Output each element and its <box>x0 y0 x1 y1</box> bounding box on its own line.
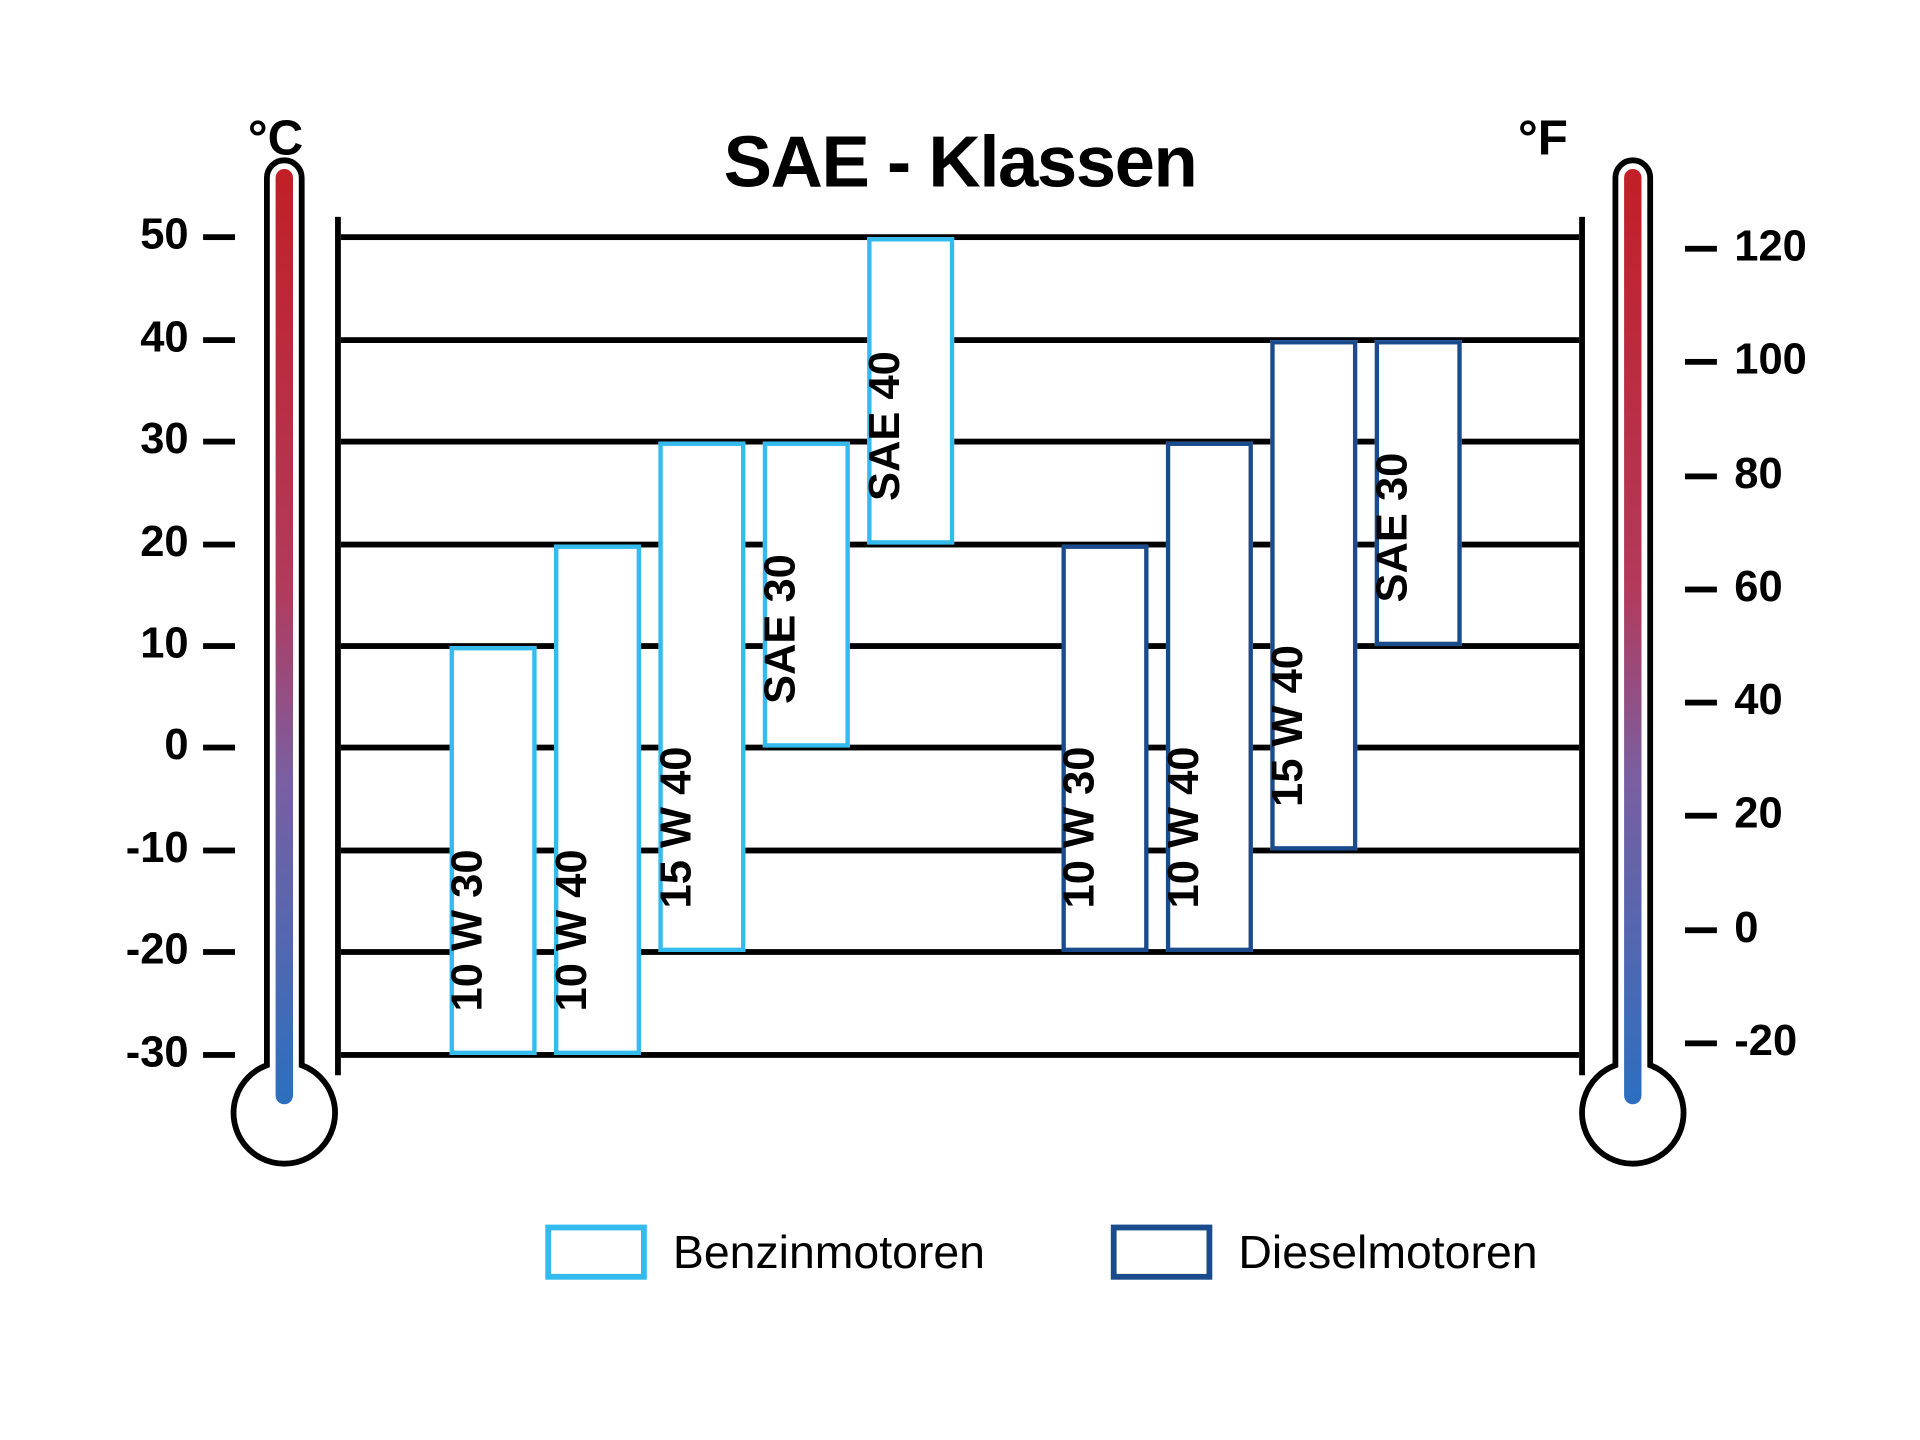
legend-item: Dieselmotoren <box>1111 1225 1538 1280</box>
celsius-tick-label: -10 <box>126 824 189 873</box>
bar-petrol: 15 W 40 <box>658 442 745 953</box>
fahrenheit-unit-label: °F <box>1518 111 1568 168</box>
gridline <box>341 234 1579 240</box>
fahrenheit-tick-label: 0 <box>1734 904 1758 953</box>
bar-diesel: 10 W 40 <box>1166 442 1253 953</box>
bar-label: 10 W 30 <box>1056 747 1105 909</box>
fahrenheit-tick-label: 40 <box>1734 677 1782 726</box>
fahrenheit-tick-label: 100 <box>1734 336 1807 385</box>
bar-petrol: SAE 30 <box>763 442 850 749</box>
celsius-tick-label: 30 <box>140 416 188 465</box>
bar-diesel: SAE 30 <box>1375 339 1462 646</box>
bar-label: SAE 30 <box>757 555 806 705</box>
celsius-tick-label: 20 <box>140 518 188 567</box>
celsius-tick-label: -30 <box>126 1029 189 1078</box>
bar-label: 15 W 40 <box>1265 645 1314 807</box>
bar-label: SAE 40 <box>861 350 910 500</box>
bar-petrol: SAE 40 <box>867 237 954 544</box>
bar-petrol: 10 W 40 <box>554 544 641 1055</box>
legend-item: Benzinmotoren <box>545 1225 985 1280</box>
bar-diesel: 10 W 30 <box>1062 544 1149 953</box>
bar-label: 10 W 30 <box>444 849 493 1011</box>
legend-swatch <box>1111 1225 1213 1280</box>
bar-label: 15 W 40 <box>653 747 702 909</box>
celsius-tick-label: 10 <box>140 620 188 669</box>
bar-label: 10 W 40 <box>1160 747 1209 909</box>
legend-swatch <box>545 1225 646 1280</box>
celsius-tick-label: -20 <box>126 927 189 976</box>
thermometer-left <box>225 152 344 1173</box>
celsius-tick-label: 40 <box>140 313 188 362</box>
bar-diesel: 15 W 40 <box>1270 339 1357 850</box>
legend-label: Benzinmotoren <box>673 1225 985 1279</box>
legend-label: Dieselmotoren <box>1238 1225 1537 1279</box>
bar-label: 10 W 40 <box>548 849 597 1011</box>
fahrenheit-tick-label: 80 <box>1734 450 1782 499</box>
fahrenheit-tick-label: 20 <box>1734 790 1782 839</box>
fahrenheit-tick-label: -20 <box>1734 1017 1797 1066</box>
celsius-tick-label: 50 <box>140 211 188 260</box>
fahrenheit-tick-label: 60 <box>1734 563 1782 612</box>
celsius-tick-label: 0 <box>164 722 188 771</box>
bar-label: SAE 30 <box>1369 453 1418 603</box>
bar-petrol: 10 W 30 <box>450 646 537 1055</box>
thermometer-right <box>1573 152 1692 1173</box>
fahrenheit-tick-label: 120 <box>1734 223 1807 272</box>
